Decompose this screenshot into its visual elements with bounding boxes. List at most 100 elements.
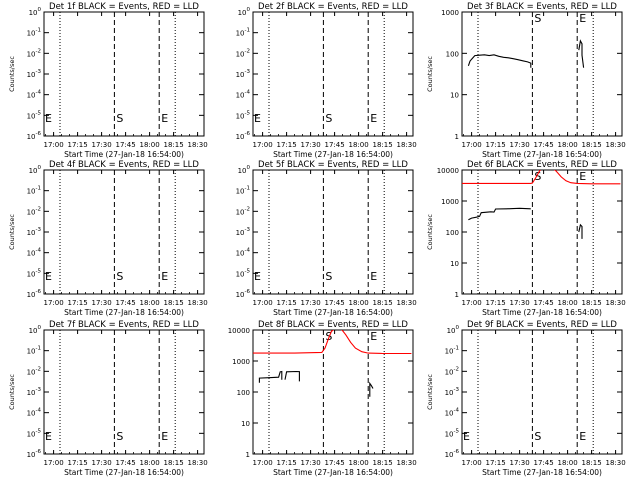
events-series-line [468,207,531,221]
y-tick-label: 10-2 [27,366,41,376]
x-tick-label: 18:30 [397,141,417,149]
x-tick-label: 17:45 [116,299,136,307]
x-tick-label: 18:15 [373,299,393,307]
x-tick-label: 17:30 [301,299,321,307]
y-tick-label: 1 [455,291,459,299]
x-tick-label: 17:00 [253,459,273,467]
y-tick-label: 10-5 [27,268,42,278]
events-series-line [258,370,283,383]
y-tick-label: 10-3 [236,69,251,79]
x-axis-label: Start Time (27-Jan-18 16:54:00) [273,468,393,477]
marker-label-e: E [579,430,586,443]
y-tick-label: 10-1 [236,28,250,38]
x-axis-label: Start Time (27-Jan-18 16:54:00) [64,308,184,317]
y-tick-label: 100 [237,389,250,397]
y-tick-label: 10-5 [27,110,42,120]
x-tick-label: 18:30 [606,141,626,149]
plot-frame [252,329,414,455]
y-tick-label: 100 [238,7,251,17]
events-series-line [369,381,374,397]
chart-title: Det 7f BLACK = Events, RED = LLD [49,320,199,330]
y-tick-label: 10-5 [236,268,251,278]
x-tick-label: 18:00 [558,141,578,149]
x-tick-label: 18:30 [397,459,417,467]
x-tick-label: 17:45 [534,141,554,149]
x-tick-label: 18:15 [164,459,184,467]
chart-title: Det 2f BLACK = Events, RED = LLD [258,2,408,12]
y-tick-label: 10-1 [27,28,41,38]
events-series-line [578,223,583,239]
x-tick-label: 18:15 [582,141,602,149]
x-tick-label: 18:15 [373,141,393,149]
x-tick-label: 18:30 [397,299,417,307]
marker-label-e: E [45,270,52,283]
y-tick-label: 10 [450,92,459,100]
y-tick-label: 10-4 [236,248,251,258]
x-tick-label: 18:15 [373,459,393,467]
y-tick-label: 100 [29,165,42,175]
chart-panel-3: Det 3f BLACK = Events, RED = LLD Counts/s… [426,2,626,159]
x-tick-label: 17:00 [44,141,64,149]
y-tick-label: 10-6 [445,449,460,459]
y-tick-label: 10-6 [27,131,42,141]
y-axis-label: Counts/sec [8,214,16,250]
plot-frame [43,169,205,295]
chart-panel-5: Det 5f BLACK = Events, RED = LLD Start Ti… [236,160,417,317]
x-tick-label: 17:15 [68,299,88,307]
events-series-line [578,39,585,68]
x-tick-label: 17:00 [253,141,273,149]
x-tick-label: 17:30 [301,459,321,467]
x-tick-label: 17:15 [68,141,88,149]
x-tick-label: 17:15 [486,141,506,149]
x-axis-label: Start Time (27-Jan-18 16:54:00) [482,468,602,477]
y-tick-label: 10 [450,260,459,268]
x-tick-label: 18:30 [188,299,208,307]
x-axis-label: Start Time (27-Jan-18 16:54:00) [273,308,393,317]
marker-label-e: E [579,12,586,25]
x-tick-label: 17:45 [534,459,554,467]
marker-label-e: E [254,112,261,125]
x-tick-label: 17:00 [462,459,482,467]
x-tick-label: 18:15 [164,299,184,307]
marker-label-s: S [534,12,541,25]
x-tick-label: 17:30 [92,141,112,149]
x-tick-label: 17:45 [325,299,345,307]
y-tick-label: 10-6 [27,289,42,299]
y-tick-label: 100 [447,325,460,335]
marker-label-s: S [325,270,332,283]
x-tick-label: 17:30 [92,299,112,307]
marker-label-e: E [45,112,52,125]
plot-frame [461,169,623,295]
x-tick-label: 18:15 [582,299,602,307]
x-tick-label: 17:30 [510,459,530,467]
x-tick-label: 17:45 [534,299,554,307]
x-tick-label: 17:30 [510,299,530,307]
y-tick-label: 10-1 [27,346,41,356]
y-tick-label: 10-6 [236,131,251,141]
marker-label-s: S [116,430,123,443]
chart-title: Det 4f BLACK = Events, RED = LLD [49,160,199,170]
chart-title: Det 9f BLACK = Events, RED = LLD [467,320,617,330]
x-tick-label: 17:45 [325,459,345,467]
x-tick-label: 18:30 [606,459,626,467]
y-tick-label: 10 [241,420,250,428]
x-tick-label: 18:00 [558,299,578,307]
chart-panel-4: Det 4f BLACK = Events, RED = LLD Counts/s… [8,160,208,317]
chart-panel-7: Det 7f BLACK = Events, RED = LLD Counts/s… [8,320,208,477]
x-tick-label: 18:15 [582,459,602,467]
x-tick-label: 17:00 [253,299,273,307]
y-tick-label: 10-4 [27,408,42,418]
y-tick-label: 10-4 [27,248,42,258]
x-tick-label: 17:15 [277,299,297,307]
marker-label-s: S [116,112,123,125]
y-axis-label: Counts/sec [8,56,16,92]
plot-frame [461,11,623,137]
y-tick-label: 1000 [441,9,459,17]
chart-title: Det 3f BLACK = Events, RED = LLD [467,2,617,12]
chart-title: Det 8f BLACK = Events, RED = LLD [258,320,408,330]
y-tick-label: 1 [246,451,250,459]
y-tick-label: 10-1 [236,186,250,196]
x-tick-label: 18:00 [140,141,160,149]
plot-frame [461,329,623,455]
marker-label-s: S [534,430,541,443]
